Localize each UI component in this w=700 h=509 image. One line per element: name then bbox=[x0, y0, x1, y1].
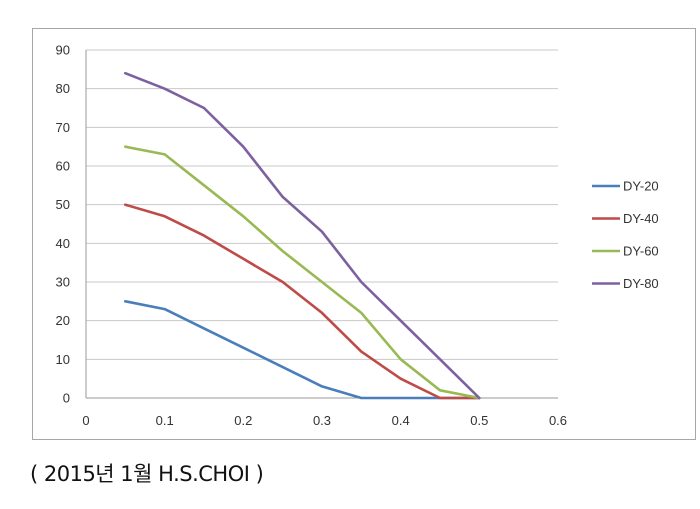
y-tick-label-90: 90 bbox=[56, 43, 70, 58]
y-axis-ticks: 0 10 20 30 40 50 60 70 80 90 bbox=[56, 43, 70, 406]
y-tick-label-40: 40 bbox=[56, 236, 70, 251]
x-tick-label-5: 0.5 bbox=[470, 413, 488, 428]
y-tick-label-80: 80 bbox=[56, 81, 70, 96]
series-layer bbox=[124, 71, 481, 400]
x-tick-label-2: 0.2 bbox=[234, 413, 252, 428]
legend-label-dy-60: DY-60 bbox=[623, 244, 659, 259]
x-tick-label-0: 0 bbox=[82, 413, 89, 428]
y-tick-label-0: 0 bbox=[63, 391, 70, 406]
series-line-dy-40 bbox=[124, 203, 481, 400]
chart-frame: 0 10 20 30 40 50 60 70 80 90 0 0.1 0.2 0.3 0.4 0.5 0.6 … bbox=[32, 28, 696, 440]
legend: DY-20 DY-40 DY-60 DY-80 bbox=[592, 179, 659, 291]
legend-label-dy-20: DY-20 bbox=[623, 179, 659, 194]
y-tick-label-30: 30 bbox=[56, 275, 70, 290]
legend-label-dy-80: DY-80 bbox=[623, 276, 659, 291]
chart-caption: ( 2015년 1월 H.S.CHOI ) bbox=[30, 462, 264, 486]
x-tick-label-1: 0.1 bbox=[156, 413, 174, 428]
y-tick-label-70: 70 bbox=[56, 120, 70, 135]
series-line-dy-60 bbox=[124, 145, 481, 400]
y-tick-label-10: 10 bbox=[56, 352, 70, 367]
x-tick-label-3: 0.3 bbox=[313, 413, 331, 428]
y-tick-label-50: 50 bbox=[56, 197, 70, 212]
x-axis-ticks: 0 0.1 0.2 0.3 0.4 0.5 0.6 bbox=[82, 413, 567, 428]
legend-label-dy-40: DY-40 bbox=[623, 211, 659, 226]
series-line-dy-20 bbox=[124, 299, 481, 400]
y-tick-label-20: 20 bbox=[56, 313, 70, 328]
y-tick-label-60: 60 bbox=[56, 159, 70, 174]
series-line-dy-80 bbox=[124, 71, 481, 400]
x-tick-label-4: 0.4 bbox=[392, 413, 410, 428]
grid-layer bbox=[85, 49, 558, 399]
x-tick-label-6: 0.6 bbox=[549, 413, 567, 428]
